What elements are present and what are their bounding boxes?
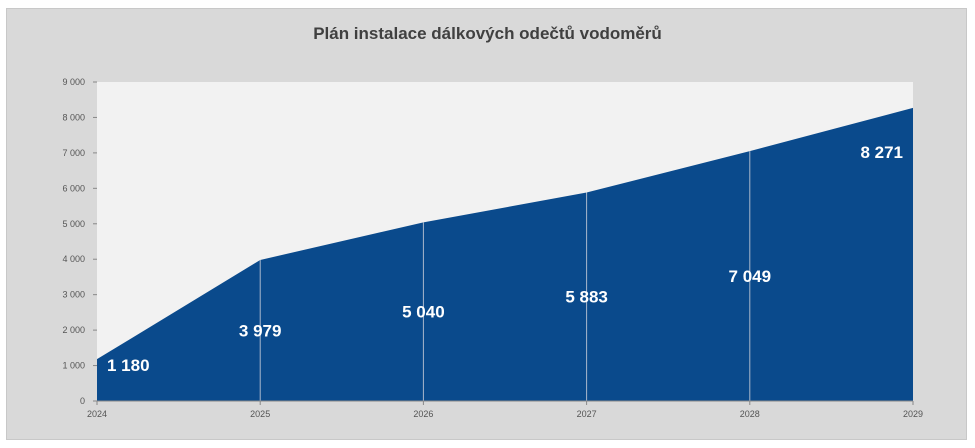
data-label: 1 180 <box>107 356 150 375</box>
y-tick-label: 4 000 <box>62 254 85 264</box>
data-label: 3 979 <box>239 321 282 340</box>
data-label: 7 049 <box>729 267 772 286</box>
y-tick-label: 1 000 <box>62 361 85 371</box>
x-tick-label: 2029 <box>903 409 923 419</box>
y-tick-label: 8 000 <box>62 112 85 122</box>
area-series <box>97 107 913 402</box>
x-tick-label: 2024 <box>87 409 107 419</box>
data-label: 8 271 <box>860 143 903 162</box>
data-label: 5 883 <box>565 288 608 307</box>
y-tick-label: 5 000 <box>62 219 85 229</box>
chart-title: Plán instalace dálkových odečtů vodoměrů <box>313 24 662 43</box>
y-tick-label: 9 000 <box>62 77 85 87</box>
y-tick-label: 6 000 <box>62 183 85 193</box>
x-tick-label: 2025 <box>250 409 270 419</box>
x-tick-label: 2028 <box>740 409 760 419</box>
y-tick-label: 0 <box>80 396 85 406</box>
data-label: 5 040 <box>402 303 445 322</box>
y-tick-label: 3 000 <box>62 290 85 300</box>
x-tick-label: 2026 <box>413 409 433 419</box>
x-tick-label: 2027 <box>577 409 597 419</box>
y-tick-label: 7 000 <box>62 148 85 158</box>
y-tick-label: 2 000 <box>62 325 85 335</box>
